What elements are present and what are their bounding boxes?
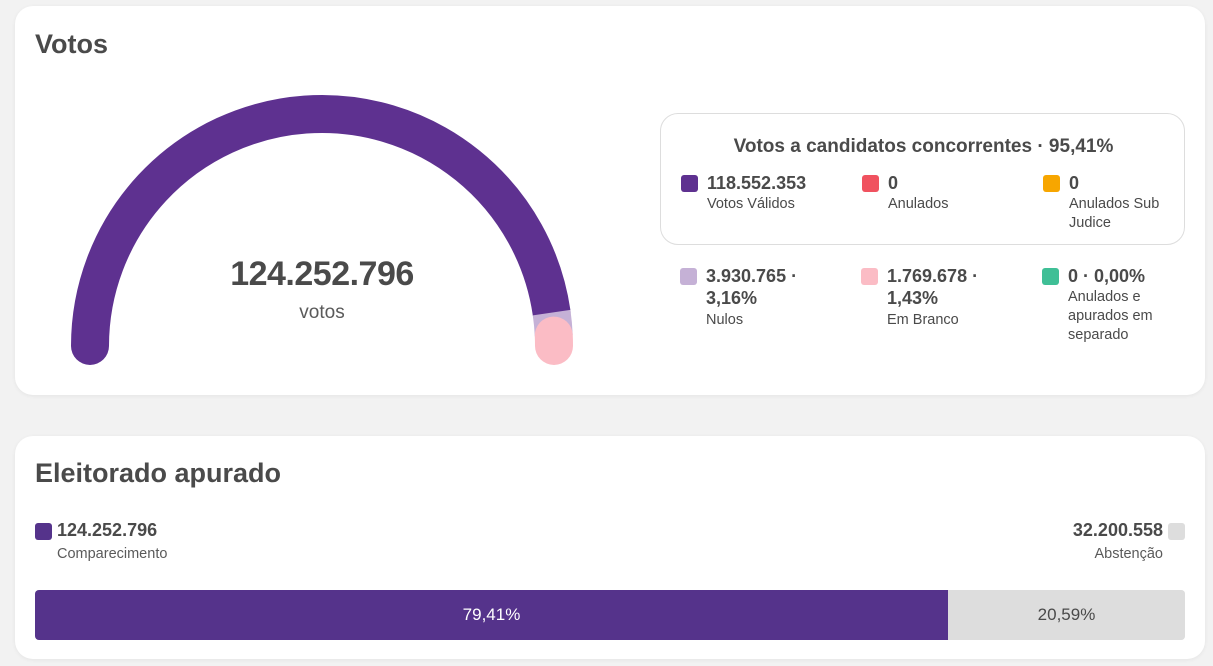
eleitorado-card: Eleitorado apurado 124.252.796 Compareci…: [15, 436, 1205, 659]
concorrentes-title: Votos a candidatos concorrentes · 95,41%: [733, 136, 1114, 157]
abstencao-label: Abstenção: [1094, 546, 1163, 562]
comparecimento-value: 124.252.796: [57, 520, 158, 540]
legend-label: Votos Válidos: [707, 196, 795, 212]
swatch-em-branco: [861, 268, 878, 285]
legend-label: Anulados: [888, 196, 949, 212]
swatch-abstencao: [1168, 523, 1185, 540]
legend-value: 118.552.353: [707, 173, 807, 193]
legend-value: 0: [888, 173, 899, 193]
swatch-comparecimento: [35, 523, 52, 540]
legend-value: 0: [1069, 173, 1080, 193]
votos-gauge: [71, 95, 573, 365]
abstencao-value: 32.200.558: [1072, 520, 1163, 540]
legend-value: 3.930.765 · 3,16%: [706, 266, 798, 308]
legend-label: Em Branco: [887, 312, 959, 328]
comparecimento-label: Comparecimento: [57, 546, 168, 562]
bar-segment-abstencao: 20,59%: [948, 590, 1185, 640]
legend-label: Anulados Sub Judice: [1069, 196, 1160, 231]
swatch-anulados: [862, 175, 879, 192]
swatch-anulados-sub-judice: [1043, 175, 1060, 192]
votos-card: Votos 124.252.796 votos Votos a candidat…: [15, 6, 1205, 395]
swatch-nulos: [680, 268, 697, 285]
votos-title: Votos: [35, 29, 108, 59]
legend-label: Anulados e apurados em separado: [1068, 289, 1153, 343]
eleitorado-bar: 79,41% 20,59%: [35, 590, 1185, 640]
concorrentes-box: Votos a candidatos concorrentes · 95,41%…: [660, 113, 1185, 245]
legend-label: Nulos: [706, 312, 744, 328]
gauge-segment-validos: [71, 95, 571, 365]
swatch-anulados-separado: [1042, 268, 1059, 285]
legend-value: 1.769.678 · 1,43%: [887, 266, 979, 308]
legend-value: 0 · 0,00%: [1068, 266, 1146, 286]
eleitorado-title: Eleitorado apurado: [35, 458, 282, 488]
bar-segment-comparecimento: 79,41%: [35, 590, 948, 640]
swatch-votos-validos: [681, 175, 698, 192]
gauge-total-votes: 124.252.796: [230, 255, 414, 293]
gauge-unit-label: votos: [299, 302, 345, 323]
